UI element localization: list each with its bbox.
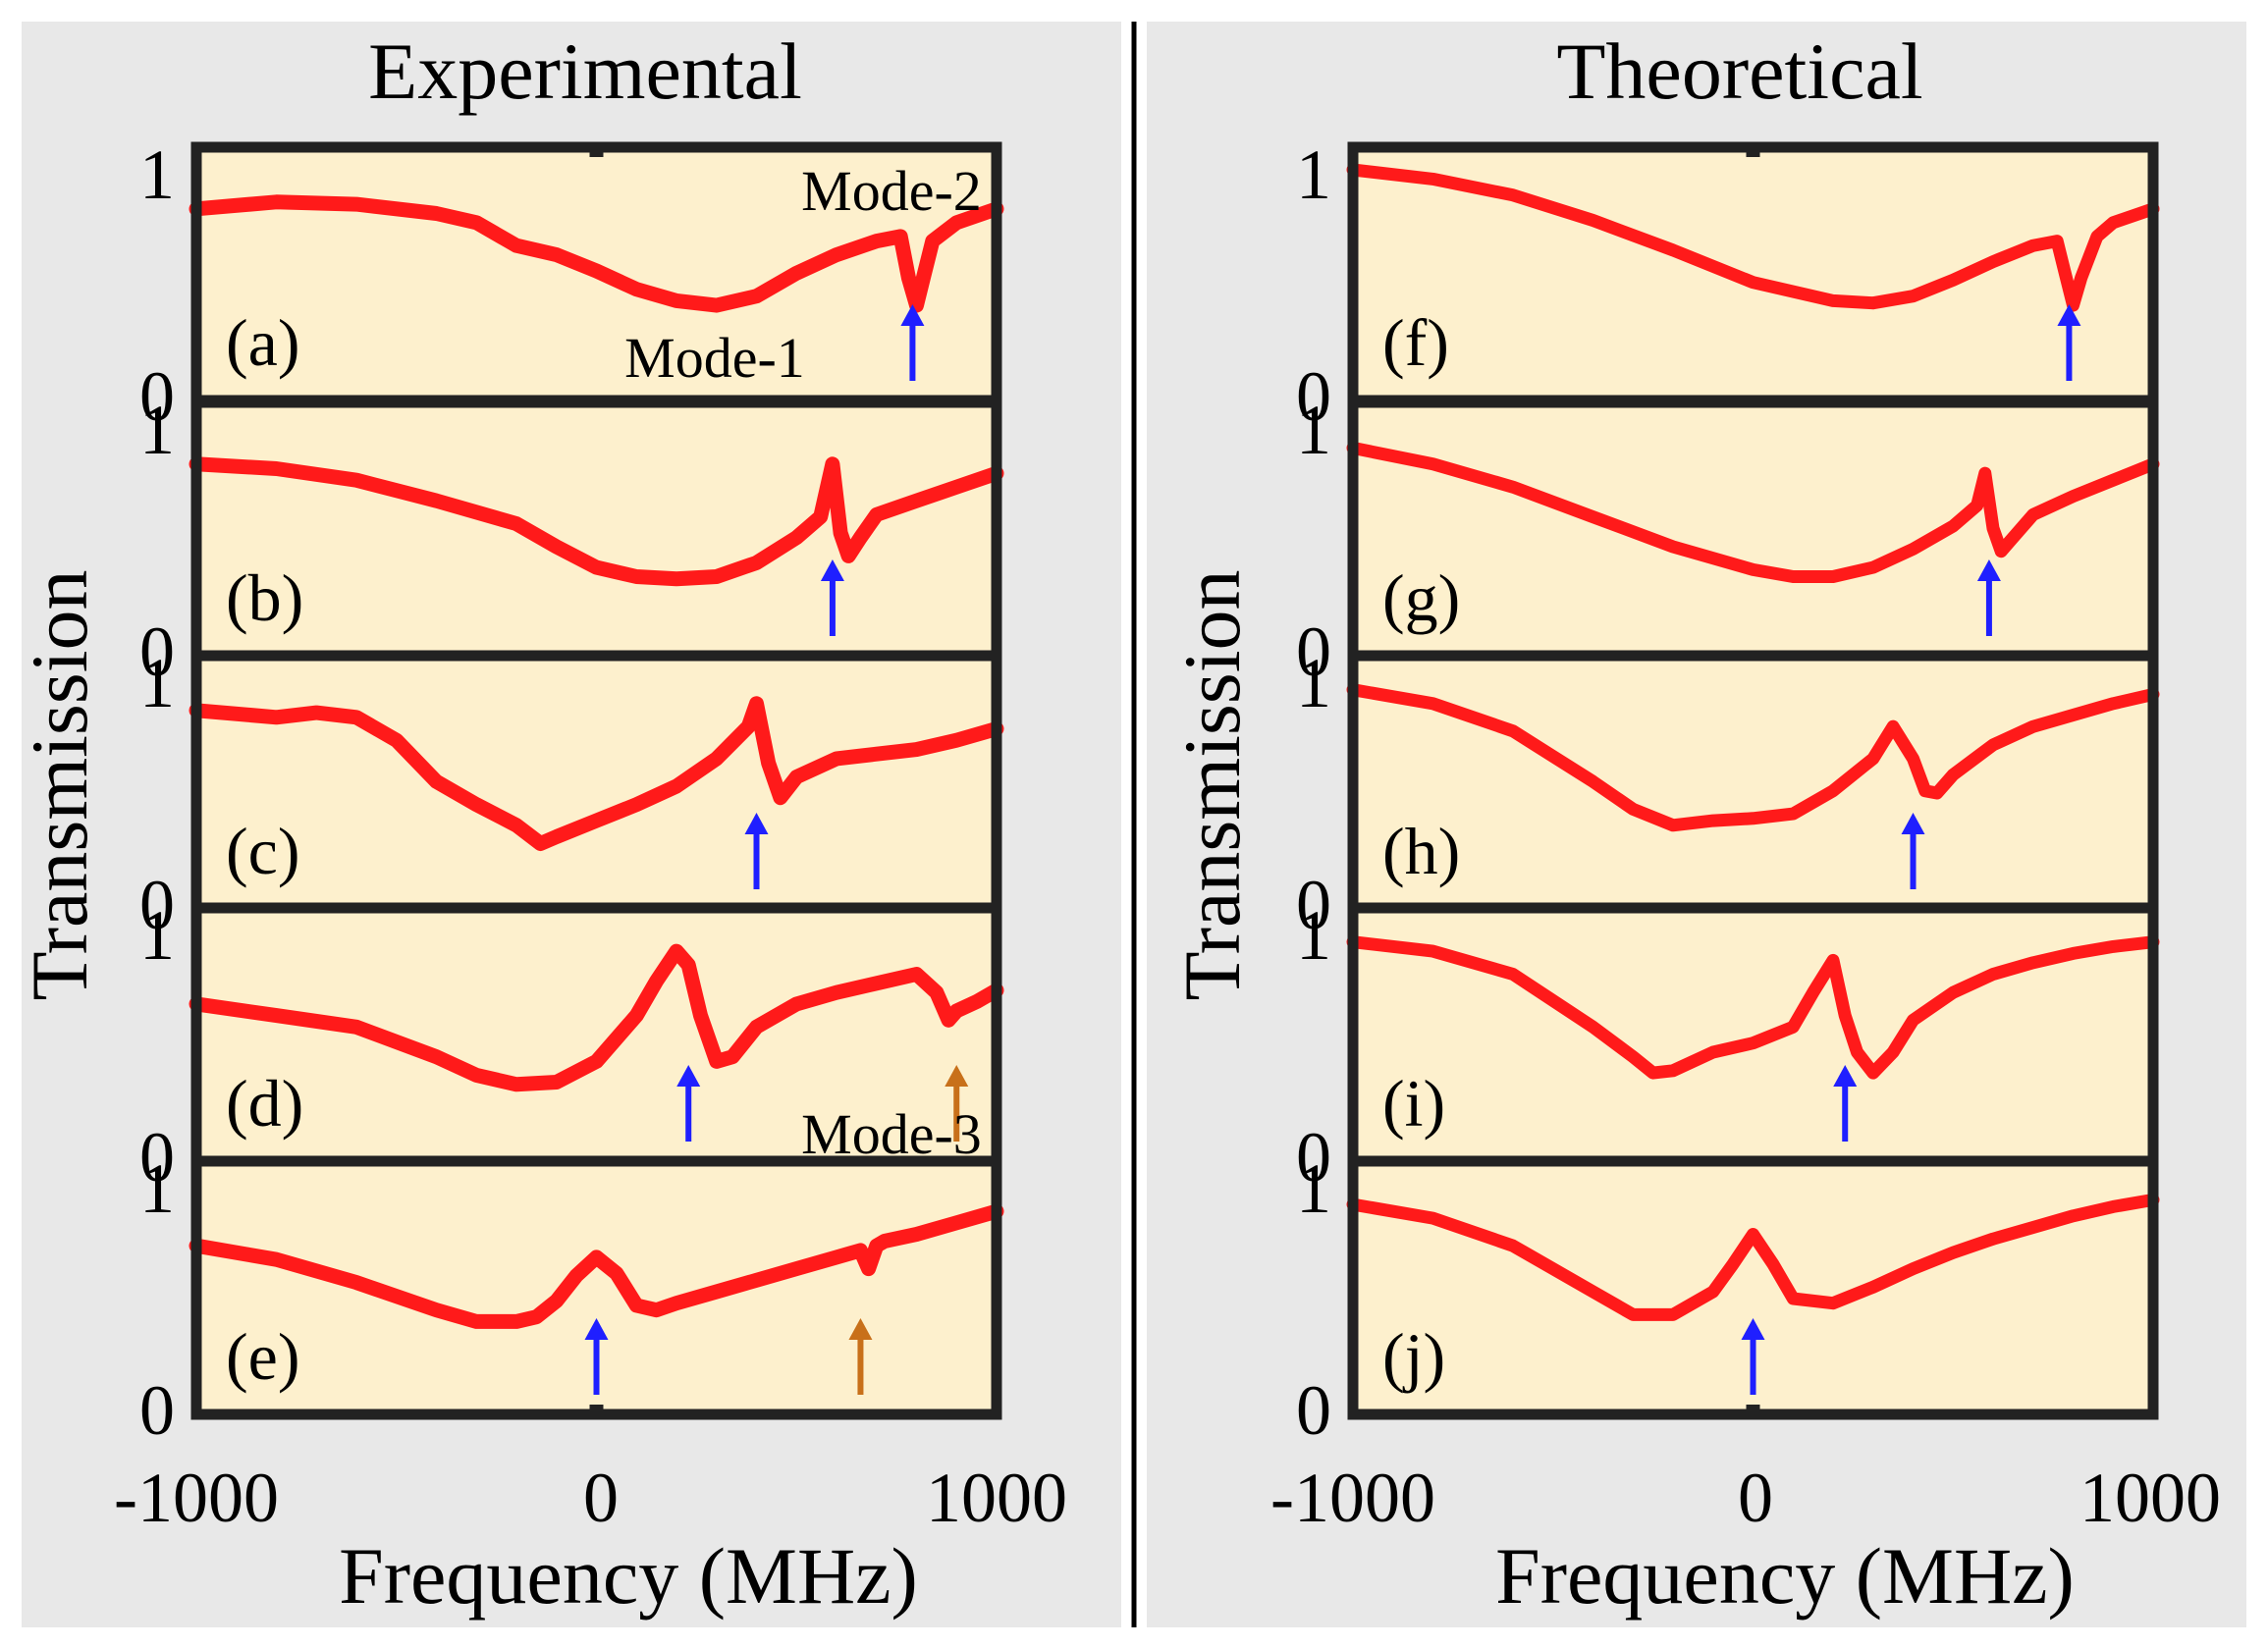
panel-e-bottom-tick (589, 1405, 604, 1418)
panel-d-ytick-1: 1 (139, 896, 175, 975)
panel-c-arrow-0-head (744, 813, 769, 834)
panel-a-label: (a) (226, 305, 299, 380)
panel-a-curve (189, 194, 1004, 313)
panel-c-curve (189, 696, 1004, 851)
panel-f-ytick-0: 0 (1296, 357, 1331, 436)
left-x-axis-label: Frequency (MHz) (339, 1531, 918, 1621)
panel-g-curve (1346, 441, 2160, 583)
left-xtick-neg1000: -1000 (114, 1459, 279, 1537)
panel-g-label: (g) (1382, 560, 1460, 635)
panel-d-arrow-0-head (676, 1065, 701, 1087)
panel-f-ytick-1: 1 (1296, 135, 1331, 214)
panel-a-top-tick (589, 143, 604, 157)
left-xtick-0: 0 (583, 1459, 619, 1537)
panel-e-curve (189, 1203, 1004, 1329)
panel-d-ytick-0: 0 (139, 1118, 175, 1196)
panel-a-ytick-0: 0 (139, 357, 175, 436)
panel-h-arrow-0-head (1901, 813, 1925, 834)
panel-g-background (1353, 402, 2153, 656)
experimental-title: Experimental (368, 27, 802, 116)
panel-i-arrow-0-head (1833, 1065, 1858, 1087)
panel-j-curve (1346, 1193, 2160, 1321)
panel-e-ytick-1: 1 (139, 1149, 175, 1228)
theoretical-title: Theoretical (1556, 27, 1922, 116)
panel-f-arrow-0-head (2057, 304, 2081, 326)
panel-e-ytick-0: 0 (139, 1371, 175, 1450)
panel-g-ytick-0: 0 (1296, 612, 1331, 691)
panel-f-curve (1346, 163, 2160, 312)
panel-b-curve (189, 456, 1004, 587)
panel-h-ytick-0: 0 (1296, 866, 1331, 944)
panel-b-label: (b) (226, 560, 303, 635)
left-xtick-1000: 1000 (926, 1459, 1067, 1537)
panel-i-label: (i) (1382, 1066, 1445, 1141)
panel-g-arrow-0-head (1976, 559, 2001, 581)
right-y-axis-label: Transmission (1167, 570, 1257, 1001)
panel-a-ytick-1: 1 (139, 135, 175, 214)
panel-f-label: (f) (1382, 305, 1449, 380)
right-xtick-1000: 1000 (2079, 1459, 2221, 1537)
panel-j-ytick-1: 1 (1296, 1149, 1331, 1228)
panel-d-arrow-1-head (945, 1065, 969, 1087)
panel-j-ytick-0: 0 (1296, 1371, 1331, 1450)
panel-b-background (196, 402, 997, 656)
panel-h-label: (h) (1382, 814, 1460, 888)
panels-group: (a)10(b)10(c)10(d)10(e)10(f)10(g)10(h)10… (139, 135, 2160, 1450)
panel-g-ytick-1: 1 (1296, 391, 1331, 469)
panel-i-background (1353, 908, 2153, 1161)
panel-d-background (196, 908, 997, 1161)
panel-b-ytick-0: 0 (139, 612, 175, 691)
panel-c-label: (c) (226, 814, 299, 888)
panel-j-arrow-0-head (1741, 1318, 1765, 1340)
panel-i-curve (1346, 935, 2160, 1080)
panel-h-ytick-1: 1 (1296, 644, 1331, 722)
panel-a-arrow-0-head (900, 304, 925, 326)
mode-3-label: Mode-3 (801, 1102, 982, 1166)
panel-b-arrow-0-head (820, 559, 844, 581)
right-xtick-neg1000: -1000 (1270, 1459, 1435, 1537)
panel-d-curve (189, 943, 1004, 1092)
mode-2-label: Mode-2 (801, 159, 982, 223)
panel-e-label: (e) (226, 1319, 299, 1394)
panel-b-ytick-1: 1 (139, 391, 175, 469)
panel-e-arrow-0-head (584, 1318, 609, 1340)
mode-1-label: Mode-1 (624, 326, 805, 390)
panel-f-top-tick (1746, 143, 1760, 157)
panel-i-ytick-1: 1 (1296, 896, 1331, 975)
panel-e-arrow-1-head (848, 1318, 873, 1340)
right-x-axis-label: Frequency (MHz) (1495, 1531, 2075, 1621)
panel-d-label: (d) (226, 1066, 303, 1141)
panel-j-bottom-tick (1746, 1405, 1760, 1418)
panel-c-ytick-1: 1 (139, 644, 175, 722)
right-xtick-0: 0 (1738, 1459, 1773, 1537)
panel-i-ytick-0: 0 (1296, 1118, 1331, 1196)
panel-c-ytick-0: 0 (139, 866, 175, 944)
left-y-axis-label: Transmission (15, 570, 104, 1001)
panel-c-background (196, 656, 997, 909)
panel-j-label: (j) (1382, 1319, 1445, 1394)
panel-h-background (1353, 656, 2153, 909)
panel-h-curve (1346, 683, 2160, 832)
